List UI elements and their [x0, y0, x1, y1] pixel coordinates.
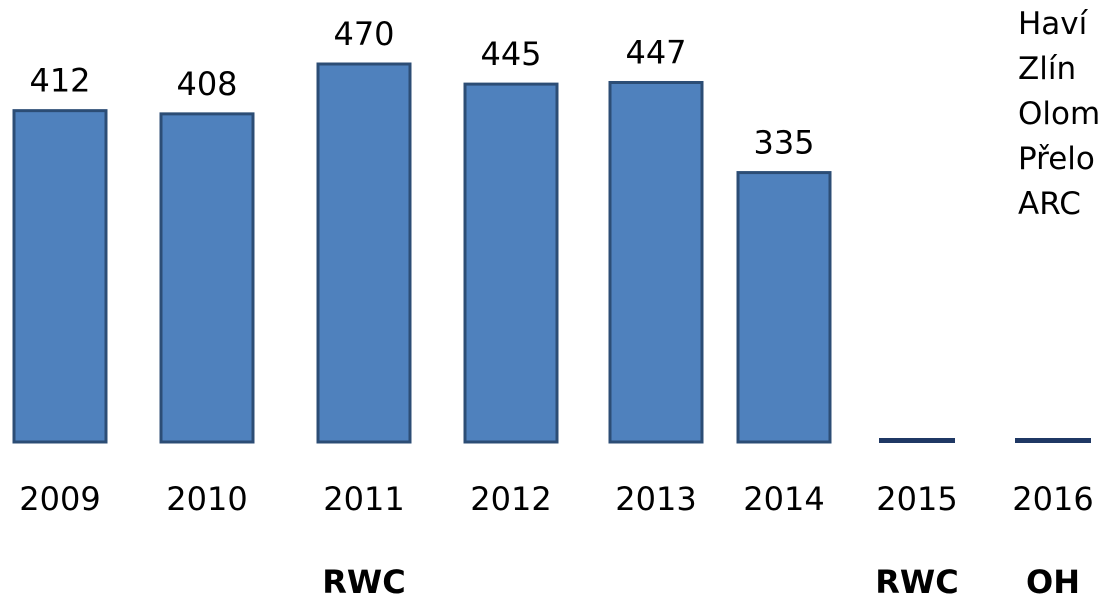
bar — [1015, 438, 1091, 443]
bar — [879, 438, 955, 443]
x-tick-label: 2016 — [1012, 480, 1093, 518]
bar — [463, 82, 559, 444]
x-tick-label: 2011 — [323, 480, 404, 518]
x-tick-label: 2012 — [470, 480, 551, 518]
bar — [159, 112, 255, 444]
data-label: 470 — [333, 15, 394, 53]
event-label: RWC — [875, 563, 958, 601]
data-label: 445 — [480, 35, 541, 73]
x-tick-label: 2015 — [876, 480, 957, 518]
x-tick-label: 2009 — [19, 480, 100, 518]
event-label: OH — [1026, 563, 1080, 601]
legend-item: Přelo — [1018, 141, 1095, 177]
legend-item: Zlín — [1018, 51, 1077, 87]
data-label: 447 — [625, 33, 686, 71]
x-tick-label: 2014 — [743, 480, 824, 518]
legend-item: Haví — [1018, 6, 1088, 42]
x-tick-label: 2013 — [615, 480, 696, 518]
legend-item: ARC — [1018, 186, 1081, 222]
chart-legend: Haví Zlín Olom Přelo ARC — [1018, 2, 1100, 227]
data-label: 335 — [753, 124, 814, 162]
data-label: 408 — [176, 65, 237, 103]
x-tick-label: 2010 — [166, 480, 247, 518]
legend-item: Olom — [1018, 96, 1101, 132]
bar — [736, 171, 832, 444]
bar — [12, 109, 108, 444]
bar — [316, 62, 412, 444]
bar — [608, 80, 704, 444]
data-label: 412 — [29, 62, 90, 100]
event-label: RWC — [322, 563, 405, 601]
